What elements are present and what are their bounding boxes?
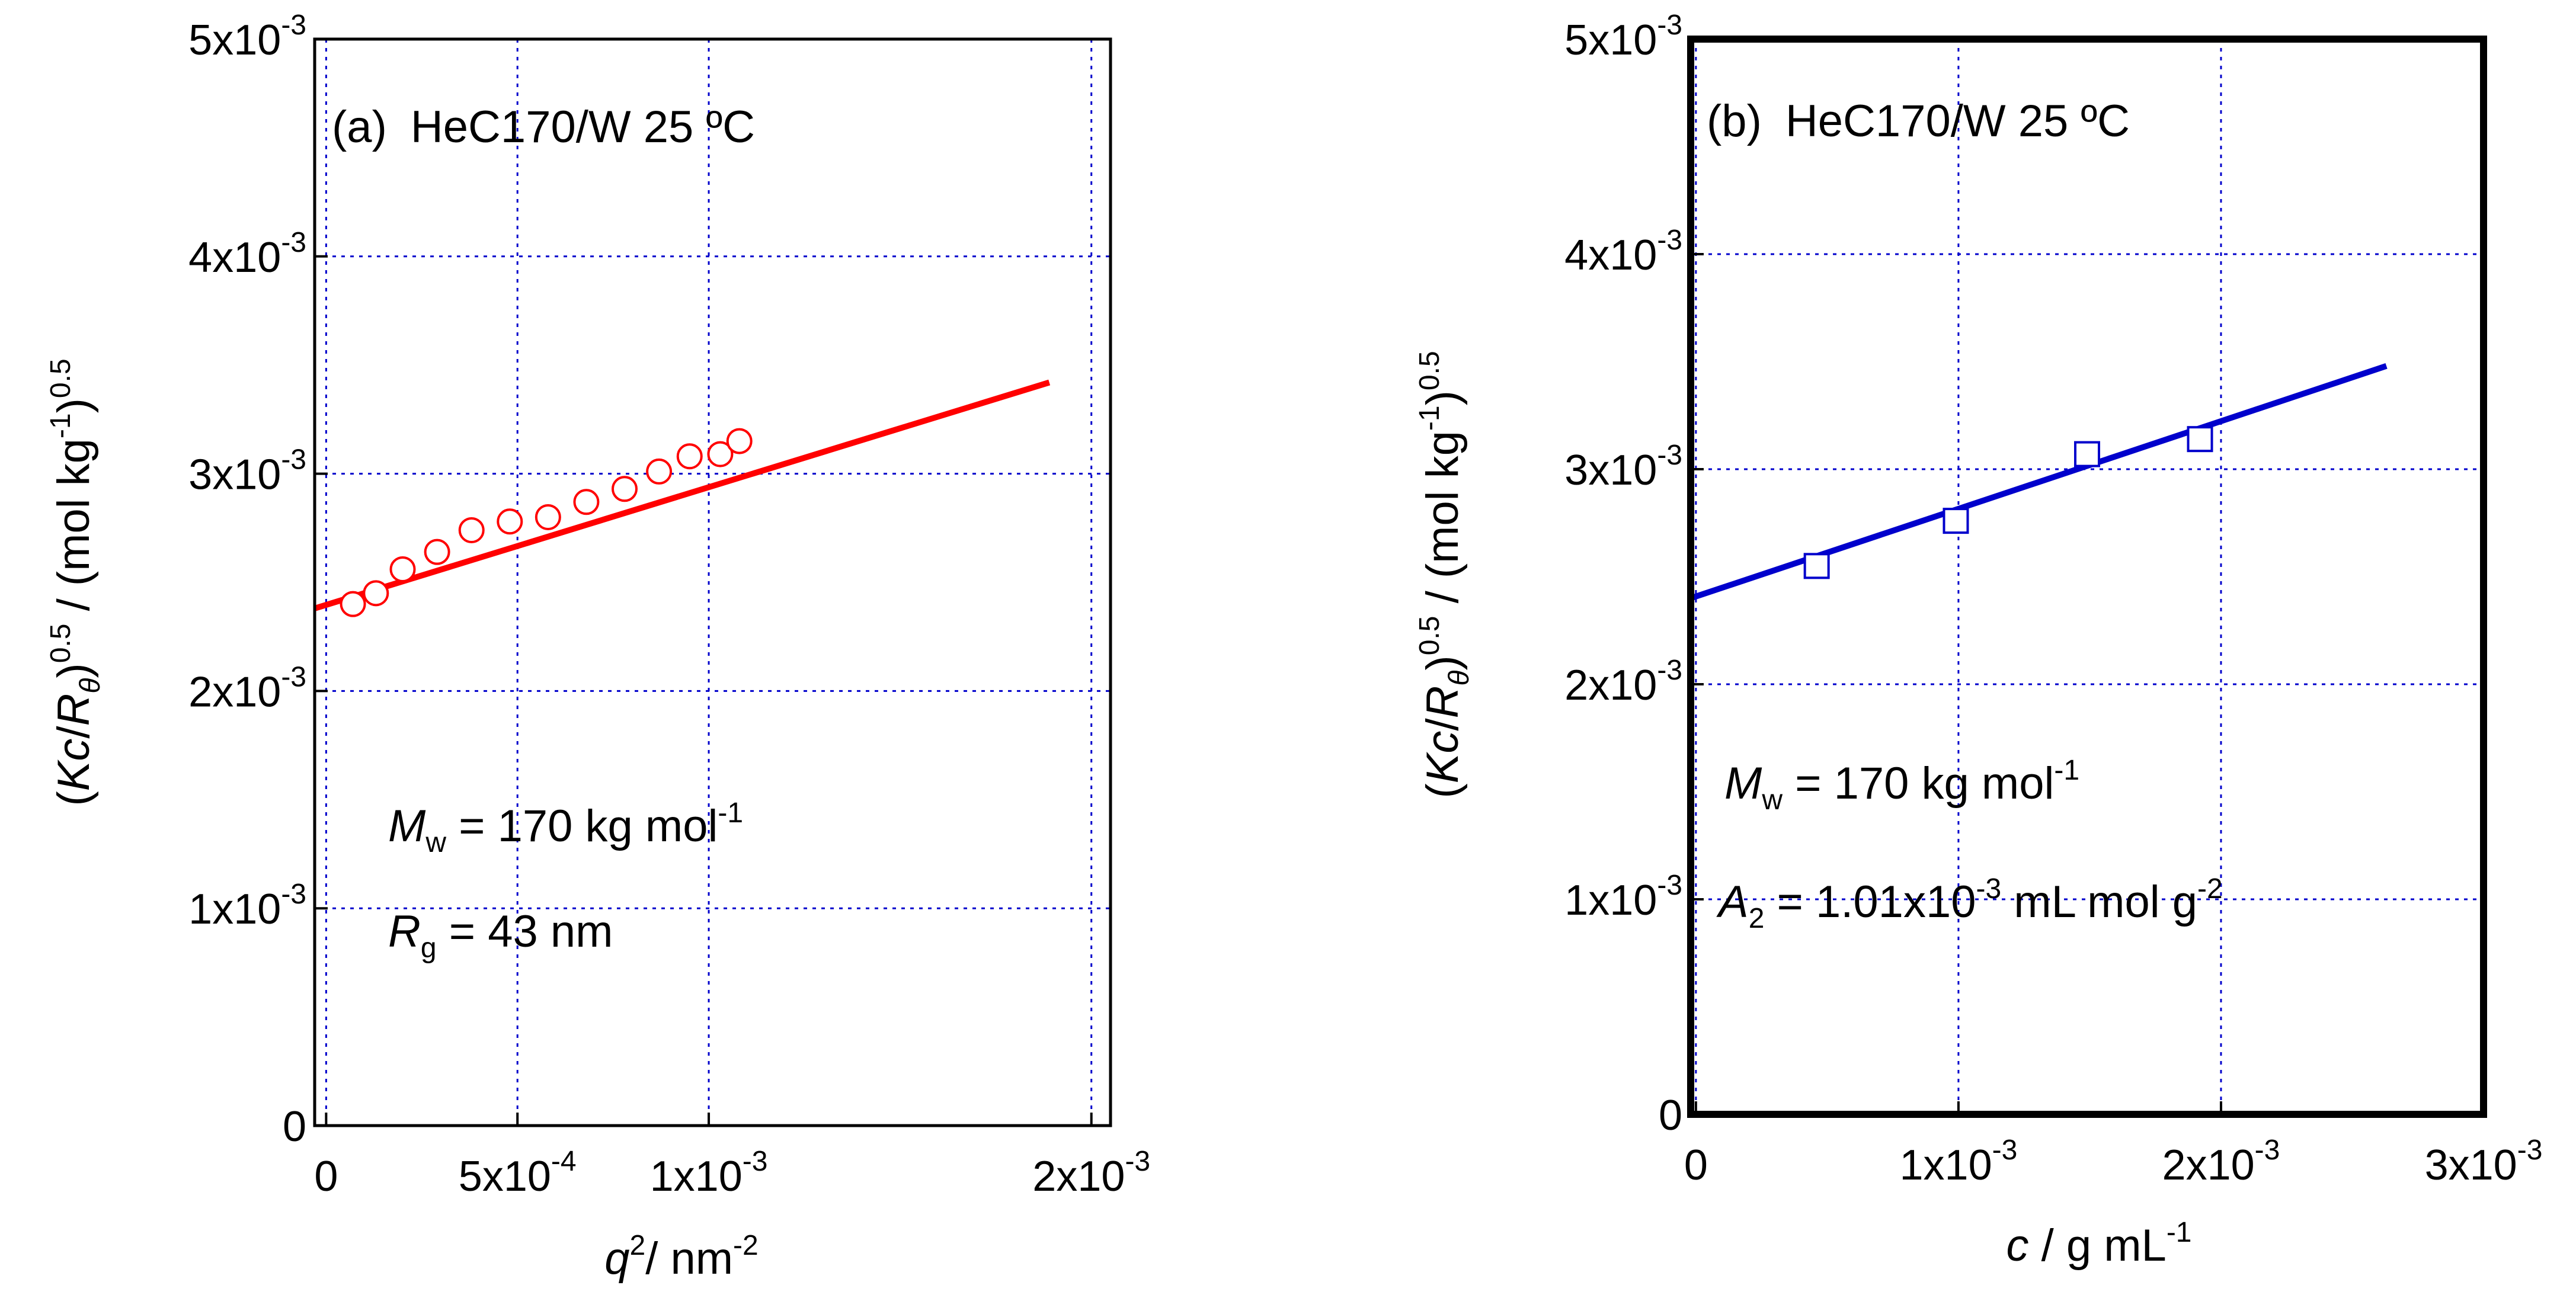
data-point bbox=[611, 476, 638, 502]
plot-frame bbox=[313, 37, 1112, 1127]
y-tick-label: 5x10-3 bbox=[188, 9, 306, 64]
data-point bbox=[1803, 553, 1830, 579]
data-points bbox=[1803, 426, 2213, 579]
y-tick-label: 3x10-3 bbox=[188, 444, 306, 499]
y-tick-label: 0 bbox=[283, 1103, 306, 1150]
plot-frame bbox=[1687, 36, 2487, 1118]
rg-annotation: Rg = 43 nm bbox=[388, 906, 613, 964]
grid-lines bbox=[315, 39, 1111, 1126]
y-tick-label: 1x10-3 bbox=[188, 879, 306, 933]
x-axis-label: q2/ nm-2 bbox=[604, 1230, 758, 1284]
data-point bbox=[646, 458, 673, 485]
y-axis-label: (Kc/Rθ)0.5 / (mol kg-1)0.5 bbox=[45, 358, 106, 806]
data-point bbox=[389, 556, 416, 582]
panel-b: 0 1x10-3 2x10-3 3x10-3 0 1x10-3 2x10-3 3x10-3 4x… bbox=[1414, 9, 2542, 1271]
data-point bbox=[363, 580, 389, 607]
data-point bbox=[1943, 508, 1969, 534]
data-point bbox=[676, 443, 703, 470]
x-axis-label: c / g mL-1 bbox=[2007, 1217, 2192, 1271]
mw-annotation: Mw = 170 kg mol-1 bbox=[1724, 755, 2079, 816]
mw-annotation: Mw = 170 kg mol-1 bbox=[388, 797, 743, 858]
a2-annotation: A2 = 1.01x10-3 mL mol g-2 bbox=[1716, 873, 2223, 934]
axis-ticks: 0 1x10-3 2x10-3 3x10-3 0 1x10-3 2x10-3 3x10-3 4x… bbox=[1564, 9, 2542, 1189]
y-tick-label: 2x10-3 bbox=[1564, 655, 1682, 709]
x-tick-label: 2x10-3 bbox=[1032, 1146, 1150, 1200]
axis-ticks: 0 5x10-4 1x10-3 2x10-3 0 1x10-3 2x10-3 3x10-3 4x… bbox=[188, 9, 1150, 1200]
panel-title: (b) HeC170/W 25 ºC bbox=[1707, 96, 2130, 146]
x-tick-label: 5x10-4 bbox=[459, 1146, 577, 1200]
y-tick-label: 0 bbox=[1659, 1092, 1682, 1139]
x-tick-label: 0 bbox=[1684, 1142, 1708, 1189]
x-tick-label: 0 bbox=[314, 1153, 338, 1200]
y-tick-label: 4x10-3 bbox=[1564, 225, 1682, 279]
fit-line bbox=[1689, 363, 2388, 601]
data-point bbox=[707, 441, 734, 467]
y-tick-label: 3x10-3 bbox=[1564, 440, 1682, 494]
data-point bbox=[2074, 441, 2100, 467]
y-tick-label: 5x10-3 bbox=[1564, 9, 1682, 64]
data-point bbox=[726, 428, 753, 454]
panel-a: 0 5x10-4 1x10-3 2x10-3 0 1x10-3 2x10-3 3x10-3 4x… bbox=[45, 9, 1150, 1284]
data-point bbox=[340, 591, 366, 617]
fit-line bbox=[313, 379, 1051, 611]
x-tick-label: 2x10-3 bbox=[2162, 1134, 2280, 1189]
data-points bbox=[340, 428, 753, 617]
x-tick-label: 1x10-3 bbox=[650, 1146, 768, 1200]
grid-lines bbox=[1691, 39, 2484, 1114]
data-point bbox=[2187, 426, 2213, 453]
data-point bbox=[573, 489, 600, 515]
data-point bbox=[497, 508, 523, 535]
data-point bbox=[535, 504, 561, 530]
y-axis-label: (Kc/Rθ)0.5 / (mol kg-1)0.5 bbox=[1414, 351, 1475, 798]
y-tick-label: 4x10-3 bbox=[188, 227, 306, 281]
x-tick-label: 3x10-3 bbox=[2425, 1134, 2543, 1189]
data-point bbox=[424, 539, 450, 565]
data-point bbox=[458, 517, 485, 543]
y-tick-label: 1x10-3 bbox=[1564, 870, 1682, 924]
y-tick-label: 2x10-3 bbox=[188, 661, 306, 716]
panel-title: (a) HeC170/W 25 ºC bbox=[332, 102, 755, 152]
x-tick-label: 1x10-3 bbox=[1899, 1134, 2017, 1189]
